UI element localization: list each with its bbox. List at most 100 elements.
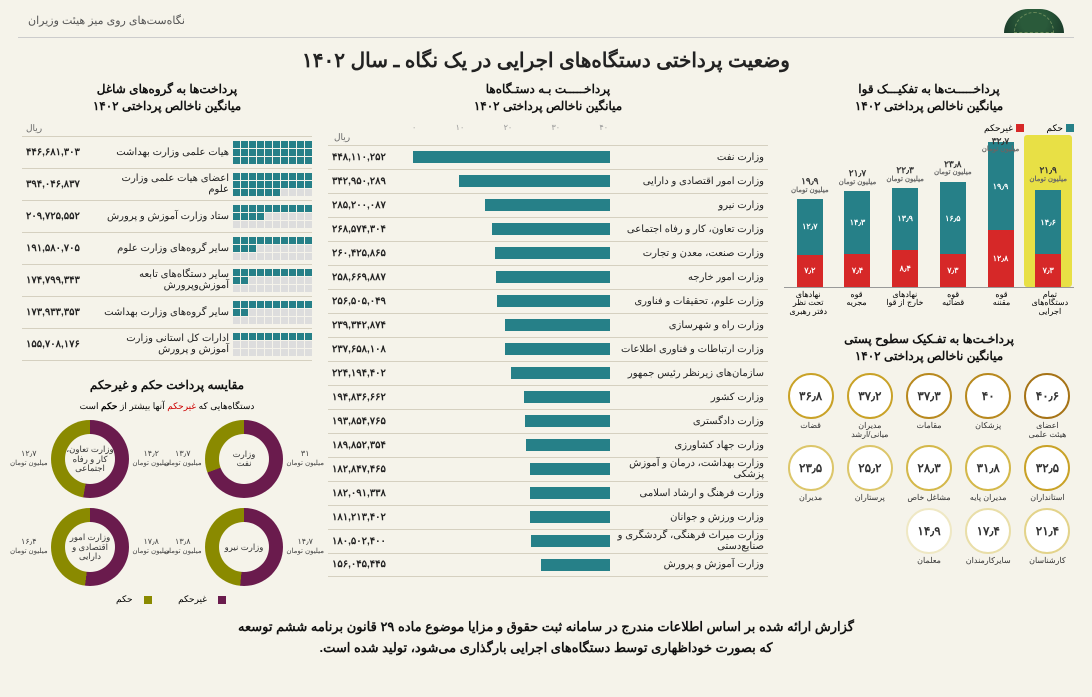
footer-line-2: که بصورت خوداظهاری توسط دستگاه‌های اجرای… <box>18 638 1074 659</box>
agency-label: وزارت آموزش و پرورش <box>610 559 768 570</box>
agency-row: وزارت بهداشت، درمان و آموزش پزشکی ۱۸۲,۸۴… <box>328 457 768 481</box>
agency-value: ۲۲۴,۱۹۴,۴۰۲ <box>328 368 412 379</box>
donut-label: وزارتنفت <box>190 434 298 484</box>
group-dots <box>233 237 312 260</box>
agency-value: ۲۵۶,۵۰۵,۰۴۹ <box>328 296 412 307</box>
agency-label: وزارت ورزش و جوانان <box>610 512 768 523</box>
agency-label: وزارت راه و شهرسازی <box>610 320 768 331</box>
powers-title: پرداخـــــت‌ها به تفکیـــک قوا میانگین ن… <box>784 81 1074 115</box>
agency-row: وزارت ورزش و جوانان ۱۸۱,۲۱۳,۴۰۲ <box>328 505 768 529</box>
legend-gheyr: غیرحکم <box>984 123 1013 134</box>
legend-gheyr-swatch <box>1016 124 1024 132</box>
power-bar: ۱۹٫۹میلیون تومان ۱۲٫۷ ۷٫۲ <box>786 137 834 287</box>
agency-label: وزارت ارتباطات و فناوری اطلاعات <box>610 344 768 355</box>
group-row: ادارات کل استانی وزارت آموزش و پرورش۱۵۵,… <box>22 328 312 361</box>
agency-label: وزارت بهداشت، درمان و آموزش پزشکی <box>610 458 768 480</box>
agency-label: وزارت امور اقتصادی و دارایی <box>610 176 768 187</box>
agency-row: وزارت آموزش و پرورش ۱۵۶,۰۴۵,۴۴۵ <box>328 553 768 577</box>
level-badge: ۱۷٫۴ سایرکارمندان <box>962 508 1015 565</box>
agencies-unit: ریال <box>334 132 418 143</box>
agency-row: وزارت ارتباطات و فناوری اطلاعات ۲۳۷,۶۵۸,… <box>328 337 768 361</box>
powers-x-labels: تمامدستگاه‌هایاجراییقوهمقننهقوهقضائیهنها… <box>784 288 1074 317</box>
power-bar: ۲۲٫۳میلیون تومان ۱۳٫۹ ۸٫۴ <box>881 137 929 287</box>
donuts-title: مقایسه پرداخت حکم و غیرحکم <box>22 377 312 394</box>
power-bar: ۲۱٫۷میلیون تومان ۱۴٫۳ ۷٫۴ <box>834 137 882 287</box>
group-dots <box>233 205 312 228</box>
group-dots <box>233 269 312 292</box>
footer-line-1: گزارش ارائه شده بر اساس اطلاعات مندرج در… <box>18 617 1074 638</box>
agency-row: وزارت امور خارجه ۲۵۸,۶۶۹,۸۸۷ <box>328 265 768 289</box>
group-label: ستاد وزارت آموزش و پرورش <box>100 211 233 222</box>
levels-title: پرداخـت‌ها به تفـکیک سطوح پستی میانگین ن… <box>784 331 1074 365</box>
group-value: ۱۵۵,۷۰۸,۱۷۶ <box>22 339 100 350</box>
agency-value: ۲۶۰,۴۲۵,۸۶۵ <box>328 248 412 259</box>
donut-label: وزارت اموراقتصادی ودارایی <box>36 522 144 572</box>
agency-value: ۱۸۹,۸۵۲,۳۵۴ <box>328 440 412 451</box>
level-badge: ۴۰٫۶ اعضایهیئت علمی <box>1021 373 1074 439</box>
agencies-bars: وزارت نفت ۴۴۸,۱۱۰,۲۵۲ وزارت امور اقتصادی… <box>328 145 768 577</box>
power-label: نهادهایخارج از قوا <box>881 291 929 317</box>
group-row: اعضای هیات علمی وزارت علوم۳۹۴,۰۴۶,۸۳۷ <box>22 168 312 200</box>
donut-legend: غیرحکم حکم <box>22 594 312 605</box>
header-caption: نگاه‌ست‌های روی میز هیئت وزیران <box>28 14 185 27</box>
agency-row: وزارت صنعت، معدن و تجارت ۲۶۰,۴۲۵,۸۶۵ <box>328 241 768 265</box>
donut-label: وزارت تعاون،کار و رفاهاجتماعی <box>36 434 144 484</box>
donut-legend-gheyr-swatch <box>218 596 226 604</box>
agency-value: ۱۹۴,۸۳۶,۶۶۲ <box>328 392 412 403</box>
groups-title-1: پرداخت‌ها به گروه‌های شاغل <box>97 82 237 96</box>
agency-value: ۱۸۲,۰۹۱,۳۳۸ <box>328 488 412 499</box>
agency-row: وزارت امور اقتصادی و دارایی ۳۴۲,۹۵۰,۲۸۹ <box>328 169 768 193</box>
agency-label: سازمان‌های زیرنظر رئیس جمهور <box>610 368 768 379</box>
agency-label: وزارت جهاد کشاورزی <box>610 440 768 451</box>
powers-bar-chart: ۲۱٫۹میلیون تومان ۱۴٫۶ ۷٫۳ ۳۲٫۷میلیون توم… <box>784 138 1074 288</box>
agency-value: ۲۵۸,۶۶۹,۸۸۷ <box>328 272 412 283</box>
legend-hokm-swatch <box>1066 124 1074 132</box>
agency-value: ۱۵۶,۰۴۵,۴۴۵ <box>328 559 412 570</box>
legend-hokm: حکم <box>1046 123 1063 134</box>
group-label: ادارات کل استانی وزارت آموزش و پرورش <box>100 333 233 355</box>
agencies-title-2: میانگین ناخالص پرداختی ۱۴۰۲ <box>328 98 768 115</box>
right-column: پرداخـــــت‌ها به تفکیـــک قوا میانگین ن… <box>784 81 1074 605</box>
agency-label: وزارت کشور <box>610 392 768 403</box>
power-label: قوهمقننه <box>977 291 1025 317</box>
powers-title-1: پرداخـــــت‌ها به تفکیـــک قوا <box>858 82 999 96</box>
agency-row: وزارت جهاد کشاورزی ۱۸۹,۸۵۲,۳۵۴ <box>328 433 768 457</box>
group-dots <box>233 333 312 356</box>
levels-title-1: پرداخـت‌ها به تفـکیک سطوح پستی <box>844 332 1014 346</box>
power-bar: ۲۱٫۹میلیون تومان ۱۴٫۶ ۷٫۳ <box>1024 135 1072 287</box>
group-value: ۳۹۴,۰۴۶,۸۳۷ <box>22 179 100 190</box>
agency-row: وزارت تعاون، کار و رفاه اجتماعی ۲۶۸,۵۷۴,… <box>328 217 768 241</box>
agency-label: وزارت صنعت، معدن و تجارت <box>610 248 768 259</box>
donut: وزارتنفت ۳۱میلیون تومان ۱۳٫۷میلیون تومان <box>176 420 312 498</box>
group-label: هیات علمی وزارت بهداشت <box>100 147 233 158</box>
agency-row: وزارت نیرو ۲۸۵,۲۰۰,۰۸۷ <box>328 193 768 217</box>
level-badge: ۲۵٫۲ پرستاران <box>843 445 896 502</box>
main-title: وضعیت پرداختی دستگاه‌های اجرایی در یک نگ… <box>18 48 1074 73</box>
group-label: سایر گروه‌های وزارت بهداشت <box>100 307 233 318</box>
agencies-title-1: پرداخـــــت بـه دستـگاه‌ها <box>486 82 610 96</box>
agency-value: ۱۸۰,۵۰۲,۴۰۰ <box>328 536 412 547</box>
power-label: قوهقضائیه <box>929 291 977 317</box>
power-label: تمامدستگاه‌هایاجرایی <box>1026 291 1074 317</box>
group-row: هیات علمی وزارت بهداشت۴۴۶,۶۸۱,۳۰۳ <box>22 136 312 168</box>
agency-label: وزارت نیرو <box>610 200 768 211</box>
agency-label: وزارت فرهنگ و ارشاد اسلامی <box>610 488 768 499</box>
donut: وزارت تعاون،کار و رفاهاجتماعی ۱۴٫۲میلیون… <box>22 420 158 498</box>
agency-label: وزارت تعاون، کار و رفاه اجتماعی <box>610 224 768 235</box>
agency-row: وزارت نفت ۴۴۸,۱۱۰,۲۵۲ <box>328 145 768 169</box>
agency-row: وزارت راه و شهرسازی ۲۳۹,۳۴۲,۸۷۴ <box>328 313 768 337</box>
agency-row: سازمان‌های زیرنظر رئیس جمهور ۲۲۴,۱۹۴,۴۰۲ <box>328 361 768 385</box>
level-badge: ۱۴٫۹ معلمان <box>902 508 955 565</box>
agency-row: وزارت علوم، تحقیقات و فناوری ۲۵۶,۵۰۵,۰۴۹ <box>328 289 768 313</box>
powers-legend: حکم غیرحکم <box>784 123 1074 134</box>
center-column: پرداخـــــت بـه دستـگاه‌ها میانگین ناخال… <box>328 81 768 605</box>
logo-seal <box>1004 9 1064 33</box>
power-bar: ۲۳٫۸میلیون تومان ۱۶٫۵ ۷٫۳ <box>929 137 977 287</box>
agency-value: ۴۴۸,۱۱۰,۲۵۲ <box>328 152 412 163</box>
group-value: ۱۷۴,۷۹۹,۳۴۳ <box>22 275 100 286</box>
agency-value: ۱۸۱,۲۱۳,۴۰۲ <box>328 512 412 523</box>
agency-label: وزارت علوم، تحقیقات و فناوری <box>610 296 768 307</box>
level-badge: ۳۲٫۵ استانداران <box>1021 445 1074 502</box>
group-label: اعضای هیات علمی وزارت علوم <box>100 173 233 195</box>
agency-label: وزارت نفت <box>610 152 768 163</box>
